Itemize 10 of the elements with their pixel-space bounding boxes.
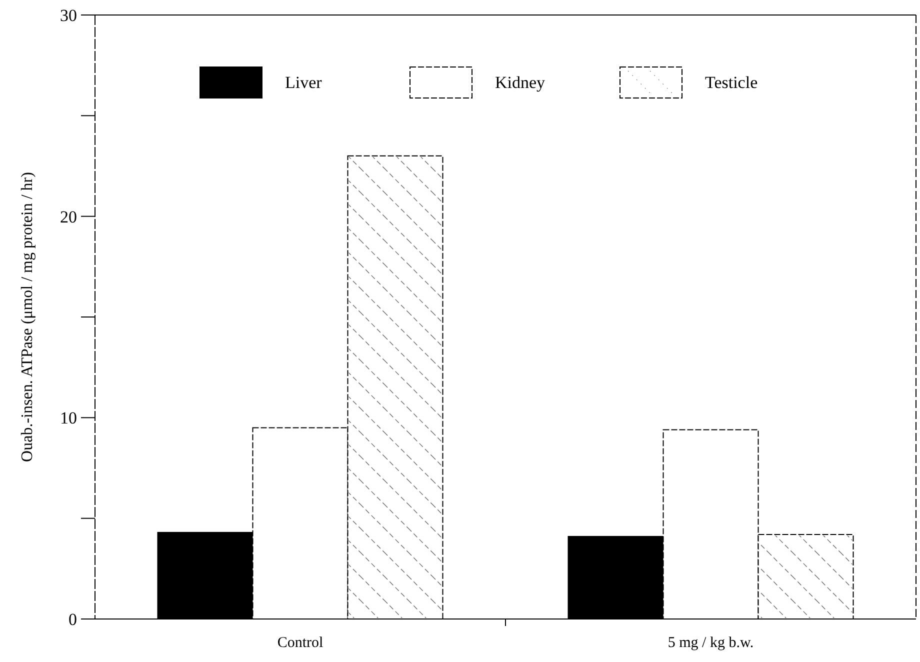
y-tick-label: 30 — [60, 6, 77, 25]
legend-label: Testicle — [705, 73, 758, 92]
y-tick-label: 0 — [68, 610, 77, 629]
x-tick-label: Control — [277, 635, 324, 651]
y-axis-title: Ouab.-insen. ATPase (μmol / mg protein / hr) — [19, 172, 36, 462]
x-tick-label: 5 mg / kg b.w. — [668, 635, 754, 651]
y-tick-label: 20 — [60, 207, 77, 226]
legend-label: Liver — [285, 73, 322, 92]
legend-label: Kidney — [495, 73, 546, 92]
y-tick-label: 10 — [60, 408, 77, 428]
